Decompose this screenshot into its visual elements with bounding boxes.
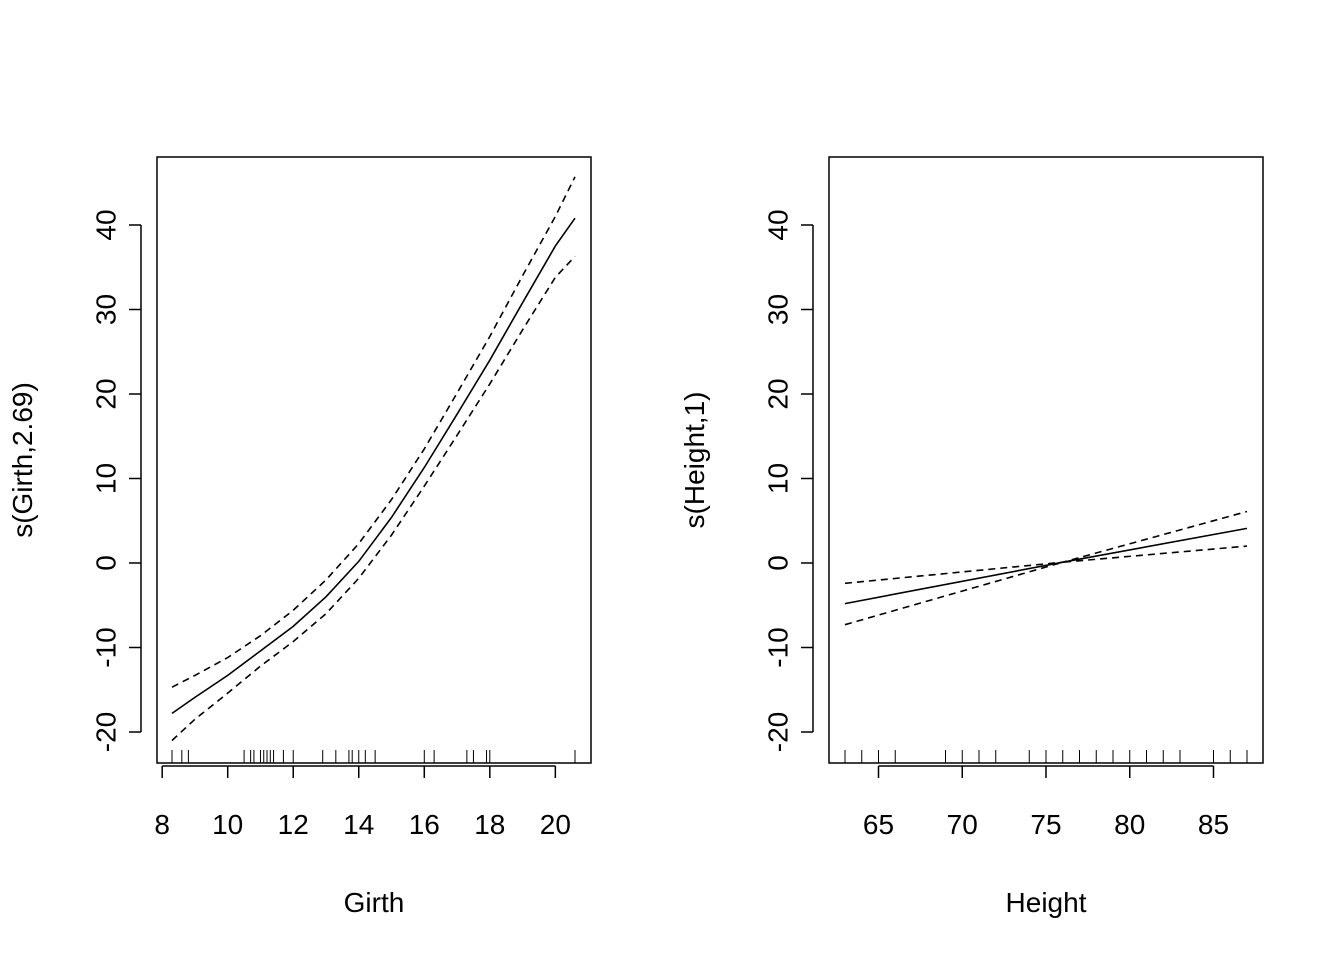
girth-y-tick-label: 10 [90,463,121,494]
height-ci-dashed-line [844,545,1248,626]
girth-x-label: Girth [344,887,405,918]
girth-y-tick-label: 0 [90,555,121,571]
height-ci-dashed-line [844,510,1248,585]
height-plot-frame [828,156,1264,764]
girth-y-tick-label: -10 [90,627,121,667]
height-x-tick-label: 65 [863,809,894,840]
girth-x-tick-label: 8 [154,809,170,840]
girth-y-tick-label: 20 [90,378,121,409]
girth-x-tick-label: 16 [409,809,440,840]
girth-marks: 8 10 12 14 16 18 20 -20 -10 0 10 20 30 40 [90,176,576,840]
height-x-tick-label: 80 [1114,809,1145,840]
girth-ci-dashed-line [171,255,576,742]
height-y-tick-label: -10 [762,627,793,667]
height-y-tick-label: 40 [762,209,793,240]
girth-y-label: s(Girth,2.69) [7,382,38,538]
height-x-label: Height [1006,887,1087,918]
girth-x-tick-label: 12 [278,809,309,840]
height-y-label: s(Height,1) [679,392,710,529]
girth-panel: 8 10 12 14 16 18 20 -20 -10 0 10 20 30 40 Girth s(Gir… [7,156,592,918]
height-y-tick-label: 0 [762,555,793,571]
height-y-tick-label: 20 [762,378,793,409]
girth-x-tick-label: 10 [212,809,243,840]
girth-y-tick-label: 40 [90,209,121,240]
height-x-tick-label: 85 [1198,809,1229,840]
girth-x-tick-label: 18 [474,809,505,840]
height-x-tick-label: 70 [947,809,978,840]
girth-ci-dashed-line [171,176,576,688]
girth-y-tick-label: -20 [90,712,121,752]
height-fitted-line [844,527,1248,605]
height-x-tick-label: 75 [1030,809,1061,840]
girth-x-tick-label: 14 [343,809,374,840]
girth-plot-frame [156,156,592,764]
height-y-tick-label: 30 [762,294,793,325]
height-marks: 65 70 75 80 85 -20 -10 0 10 20 30 40 [762,209,1248,840]
height-y-tick-label: -20 [762,712,793,752]
girth-x-tick-label: 20 [540,809,571,840]
girth-fitted-line [171,217,576,715]
girth-y-tick-label: 30 [90,294,121,325]
height-panel: 65 70 75 80 85 -20 -10 0 10 20 30 40 Height s(Heigh… [679,156,1264,918]
height-y-tick-label: 10 [762,463,793,494]
